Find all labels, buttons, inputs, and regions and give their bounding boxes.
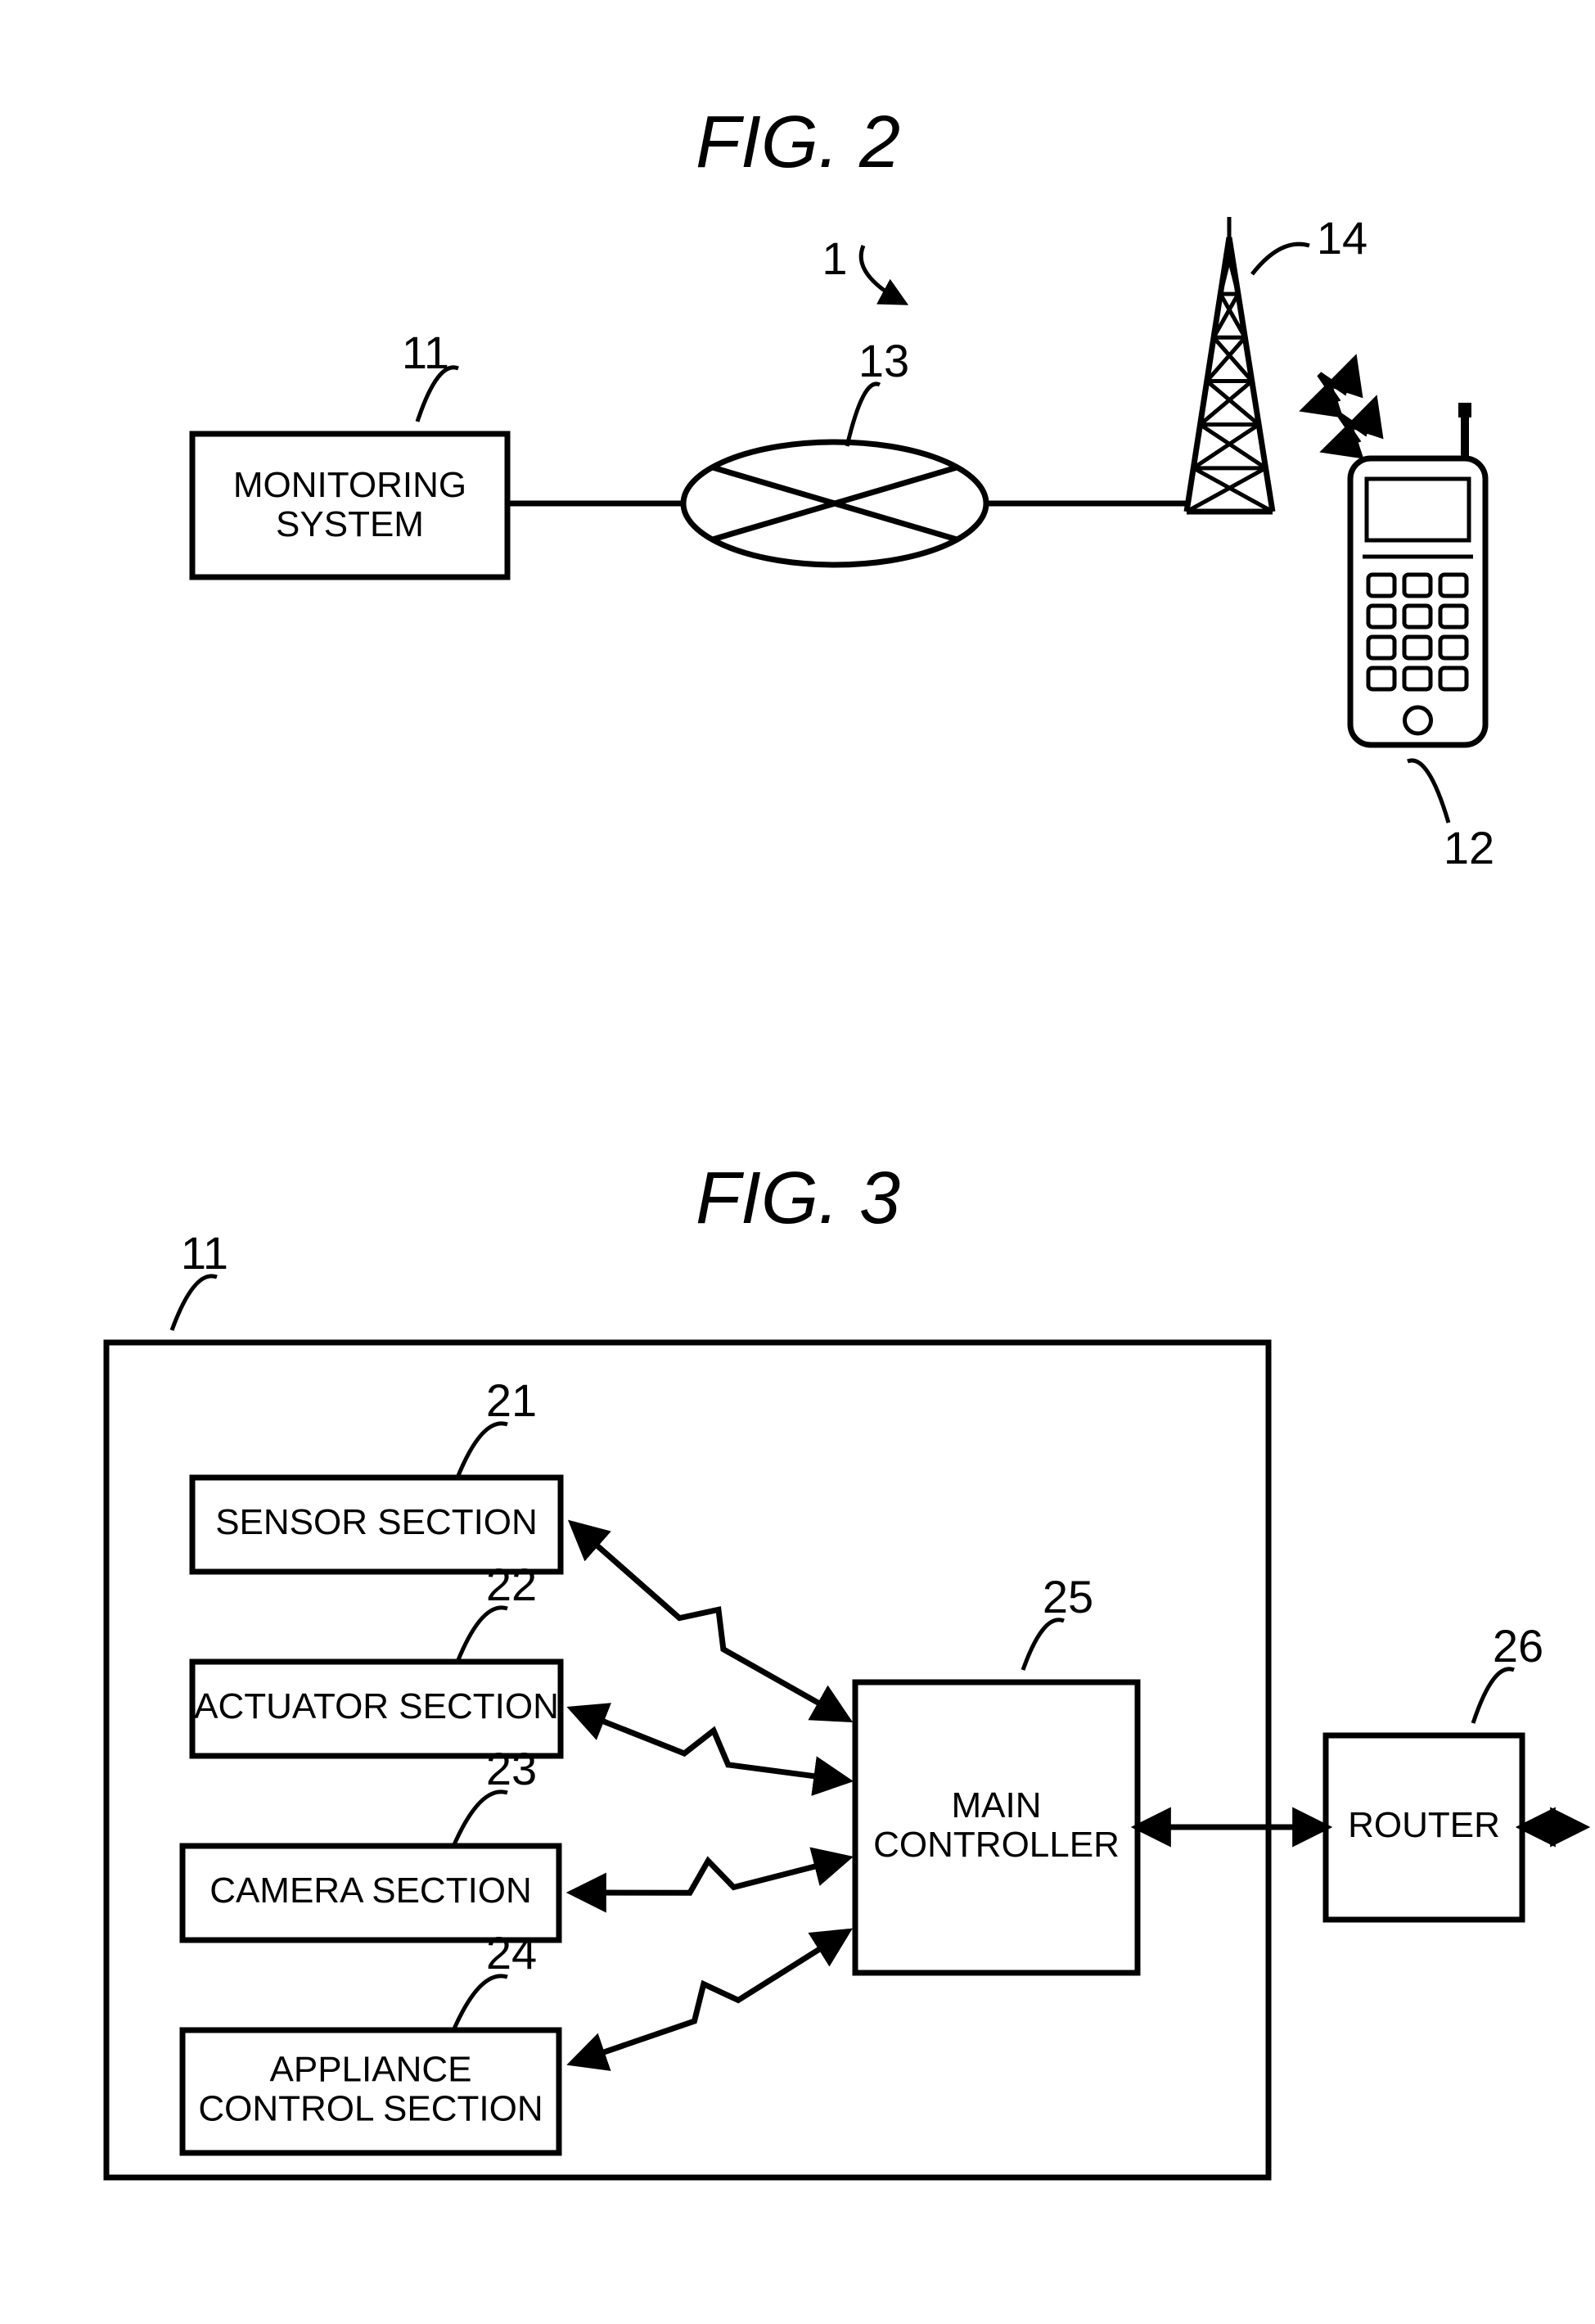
- appliance-control-section-block-ref: 24: [486, 1927, 537, 1979]
- fig2-ref-14: 14: [1317, 212, 1367, 264]
- actuator-section-block-label: ACTUATOR SECTION: [194, 1686, 559, 1726]
- sensor-section-block-ref: 21: [486, 1374, 537, 1426]
- camera-section-block-ref: 23: [486, 1743, 537, 1794]
- fig2-ref-13: 13: [858, 335, 909, 386]
- main-controller-label2: CONTROLLER: [873, 1825, 1120, 1865]
- monitoring-system-label2: SYSTEM: [276, 504, 424, 544]
- fig2-title: FIG. 2: [696, 102, 900, 183]
- actuator-section-block-ref: 22: [486, 1559, 537, 1610]
- fig2-ref-1: 1: [822, 232, 847, 284]
- fig2-ref-12: 12: [1444, 822, 1494, 873]
- main-controller-label1: MAIN: [952, 1785, 1042, 1825]
- appliance-control-section-block-label2: CONTROL SECTION: [198, 2089, 543, 2129]
- fig3-ref-26: 26: [1493, 1620, 1543, 1672]
- sensor-section-block-label: SENSOR SECTION: [215, 1502, 538, 1542]
- fig3-ref-25: 25: [1043, 1571, 1093, 1622]
- appliance-control-section-block-label1: APPLIANCE: [270, 2050, 472, 2090]
- router-label: ROUTER: [1348, 1805, 1500, 1845]
- camera-section-block-label: CAMERA SECTION: [210, 1870, 532, 1911]
- fig2-ref-11: 11: [402, 327, 449, 378]
- fig3-ref-11: 11: [181, 1227, 228, 1279]
- mobile-phone-icon: [1350, 458, 1485, 745]
- monitoring-system-label1: MONITORING: [233, 465, 466, 505]
- diagram-root: FIG. 2 1 MONITORINGSYSTEM 11 13 14 12 FIG. 3 11 S…: [0, 0, 1595, 2324]
- fig3-title: FIG. 3: [696, 1157, 900, 1239]
